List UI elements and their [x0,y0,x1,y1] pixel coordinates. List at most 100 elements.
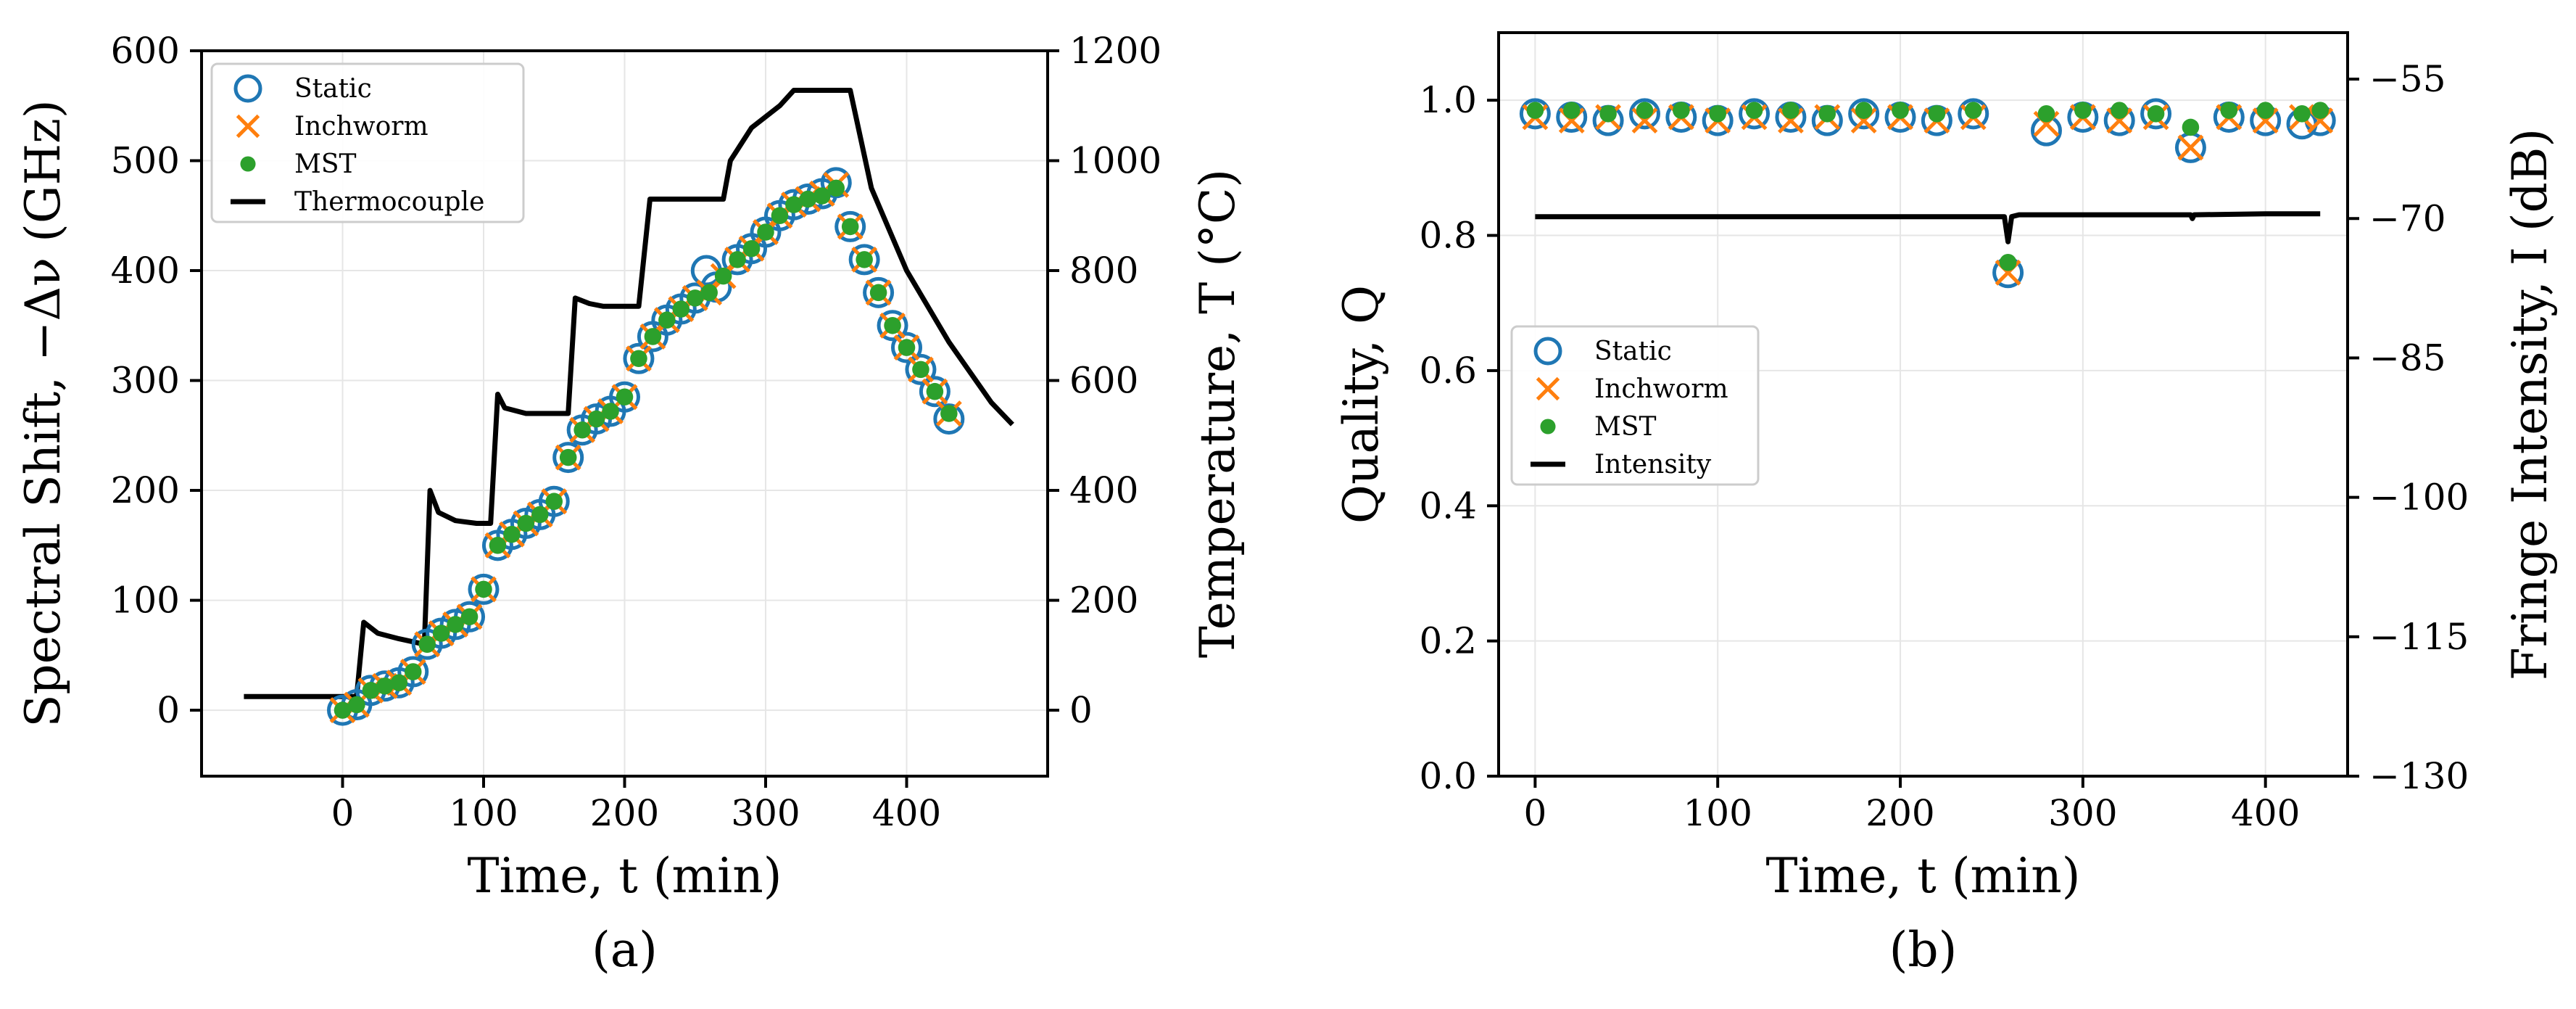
panel-b-mst-point [1599,105,1617,123]
panel-a-mst-point [489,537,507,554]
panel-a-static-point [397,656,429,688]
panel-b-frame [1497,31,2349,778]
panel-b-y2-tick-label: −130 [2369,755,2469,797]
panel-a-static-point [891,331,922,363]
panel-b-y-tick-label: 0.2 [1419,620,1477,662]
panel-b-static-point [1739,98,1771,130]
panel-a-legend-label-inchworm: Inchworm [294,112,428,141]
panel-a-y-tick-label: 300 [111,360,180,402]
panel-a-mst-point [729,251,746,268]
panel-a-mst-point [545,493,563,510]
panel-b-y-tick-label: 0.0 [1419,755,1477,797]
panel-b-y-tick-label: 0.6 [1419,350,1477,392]
panel-a-legend-label-thermocouple: Thermocouple [294,187,484,217]
panel-a-mst-point [573,421,591,439]
panel-a-y2-tick-label: 400 [1069,469,1138,511]
panel-a-mst-point [644,328,662,345]
panel-a-mst-point [503,525,521,543]
panel-b-legend-marker-mst [1540,419,1556,435]
panel-a-mst-point [700,284,718,302]
panel-b-static-point [1848,98,1880,130]
panel-a-mst-point [869,284,887,302]
panel-b-mst-point [2311,102,2329,119]
panel-a-static-point [552,442,584,474]
panel-a-mst-point [587,410,605,428]
panel-a-y-tick-label: 600 [111,30,180,72]
panel-b-x-tick-label: 100 [1683,792,1752,834]
panel-a-mst-point [771,207,789,225]
panel-b-mst-point [1636,102,1654,119]
panel-a-y2-axis-label: Temperature, T (°C) [1190,169,1246,658]
panel-b-legend-marker-static [1533,337,1562,366]
panel-b-legend-label-static: Static [1594,337,1672,366]
panel-a-mst-point [827,179,845,197]
panel-b-static-point [1958,98,1989,130]
panel-a-mst-point [714,267,732,285]
panel-a-mst-point [348,696,365,714]
panel-a-mst-point [856,251,873,268]
panel-a-mst-point [362,682,380,699]
panel-a-y-tick-label: 500 [111,140,180,182]
panel-b: 0 100 200 300 400 0.0 0.2 0.4 0.6 0.8 1.0 −130 −115 −… [1333,31,2558,978]
panel-b-mst-point [1673,102,1690,119]
panel-a-caption: (a) [592,922,658,978]
panel-b-mst-point [1964,102,1982,119]
panel-b-static-point [1519,98,1551,130]
panel-a-y-tick-label: 400 [111,250,180,292]
panel-a-mst-point [912,361,929,379]
panel-a-mst-point [898,339,916,356]
panel-a-y2-tick-label: 800 [1069,250,1138,292]
panel-b-mst-point [1818,105,1836,123]
panel-a-legend: Static Inchworm MST Thermocouple [210,62,525,223]
panel-b-legend-label-mst: MST [1594,412,1657,442]
panel-b-mst-point [2111,102,2128,119]
panel-a-mst-point [926,382,944,400]
panel-a-legend-box [210,62,525,223]
panel-a-mst-point [799,190,817,208]
panel-b-mst-point [1745,102,1763,119]
panel-a-x-axis-label: Time, t (min) [468,848,782,904]
panel-b-mst-point [1782,102,1800,119]
panel-a-x-tick-label: 200 [590,792,659,834]
panel-b-x-tick-label: 0 [1523,792,1546,834]
panel-b-x-tick-label: 200 [1865,792,1934,834]
panel-a-y-tick-label: 0 [157,689,180,731]
panel-b-mst-point [1999,254,2017,271]
panel-b-inchworm-point [2177,134,2204,161]
panel-a-static-point [623,342,655,374]
panel-a-y2-tick-label: 1200 [1069,30,1161,72]
panel-a-plot-area [244,88,1014,726]
panel-a-mst-point [602,403,619,420]
panel-b-y-tick-label: 0.8 [1419,215,1477,257]
panel-a-y-tick-label: 100 [111,580,180,622]
panel-a-legend-marker-static [233,74,262,103]
panel-b-static-point [2140,98,2172,130]
panel-a-static-point [848,244,880,276]
panel-a-static-point [468,573,500,605]
panel-a-mst-point [404,663,422,680]
panel-b-legend-label-inchworm: Inchworm [1594,374,1728,404]
panel-b-mst-point [2182,118,2200,136]
panel-b-mst-point [2256,102,2274,119]
panel-a-mst-point [432,625,450,642]
panel-a-mst-point [658,311,676,329]
panel-b-y2-tick-label: −70 [2369,197,2446,239]
panel-b-mst-point [2037,105,2055,123]
panel-a: 0 100 200 300 400 0 100 200 300 400 500 600 0 200 400 6… [15,30,1246,978]
panel-a-y2-tick-label: 200 [1069,580,1138,622]
panel-a-mst-point [742,239,761,258]
panel-b-caption: (b) [1889,922,1958,978]
panel-b-y2-tick-label: −55 [2369,58,2446,100]
panel-a-mst-point [785,196,803,213]
panel-a-mst-point [940,405,958,422]
panel-a-static-point [905,353,937,385]
panel-b-mst-point [2220,102,2238,119]
panel-a-mst-point [559,448,577,466]
panel-a-mst-point [686,289,704,307]
panel-a-mst-point [334,701,352,719]
panel-a-mst-series [334,179,958,719]
panel-a-mst-point [884,317,901,334]
panel-b-y2-tick-label: −115 [2369,616,2469,658]
panel-a-y2-tick-label: 1000 [1069,140,1161,182]
panel-a-legend-label-mst: MST [294,149,357,179]
